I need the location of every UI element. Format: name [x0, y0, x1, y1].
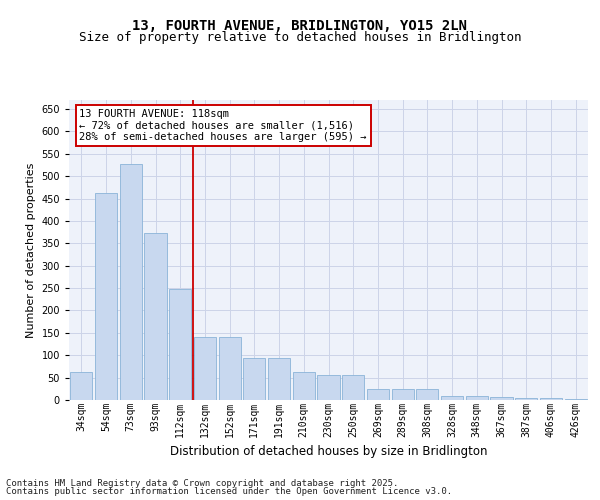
Bar: [565, 398, 587, 400]
Bar: [145, 234, 167, 400]
Bar: [540, 398, 562, 400]
Bar: [194, 337, 216, 400]
Bar: [392, 389, 414, 400]
Bar: [490, 398, 512, 400]
Text: 13, FOURTH AVENUE, BRIDLINGTON, YO15 2LN: 13, FOURTH AVENUE, BRIDLINGTON, YO15 2LN: [133, 19, 467, 33]
Bar: [342, 376, 364, 400]
Bar: [317, 376, 340, 400]
Bar: [70, 372, 92, 400]
Bar: [416, 389, 439, 400]
Bar: [243, 358, 265, 400]
Bar: [367, 389, 389, 400]
Text: Contains HM Land Registry data © Crown copyright and database right 2025.: Contains HM Land Registry data © Crown c…: [6, 478, 398, 488]
Text: Contains public sector information licensed under the Open Government Licence v3: Contains public sector information licen…: [6, 487, 452, 496]
Bar: [466, 396, 488, 400]
Bar: [119, 164, 142, 400]
X-axis label: Distribution of detached houses by size in Bridlington: Distribution of detached houses by size …: [170, 445, 487, 458]
Bar: [293, 372, 315, 400]
Bar: [218, 337, 241, 400]
Bar: [515, 398, 538, 400]
Bar: [95, 192, 117, 400]
Text: Size of property relative to detached houses in Bridlington: Size of property relative to detached ho…: [79, 31, 521, 44]
Bar: [169, 289, 191, 400]
Y-axis label: Number of detached properties: Number of detached properties: [26, 162, 36, 338]
Bar: [268, 358, 290, 400]
Text: 13 FOURTH AVENUE: 118sqm
← 72% of detached houses are smaller (1,516)
28% of sem: 13 FOURTH AVENUE: 118sqm ← 72% of detach…: [79, 109, 367, 142]
Bar: [441, 396, 463, 400]
